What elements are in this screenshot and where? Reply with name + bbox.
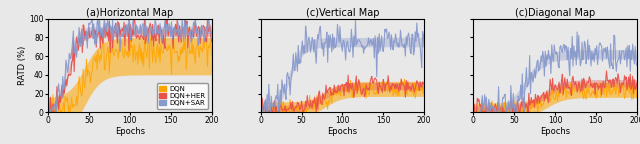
Y-axis label: RATD (%): RATD (%) bbox=[17, 46, 26, 85]
Title: (c)Diagonal Map: (c)Diagonal Map bbox=[515, 8, 595, 18]
Legend: DQN, DQN+HER, DQN+SAR: DQN, DQN+HER, DQN+SAR bbox=[157, 83, 208, 109]
X-axis label: Epochs: Epochs bbox=[327, 127, 358, 136]
Title: (c)Vertical Map: (c)Vertical Map bbox=[306, 8, 379, 18]
Title: (a)Horizontal Map: (a)Horizontal Map bbox=[86, 8, 173, 18]
X-axis label: Epochs: Epochs bbox=[115, 127, 145, 136]
X-axis label: Epochs: Epochs bbox=[540, 127, 570, 136]
